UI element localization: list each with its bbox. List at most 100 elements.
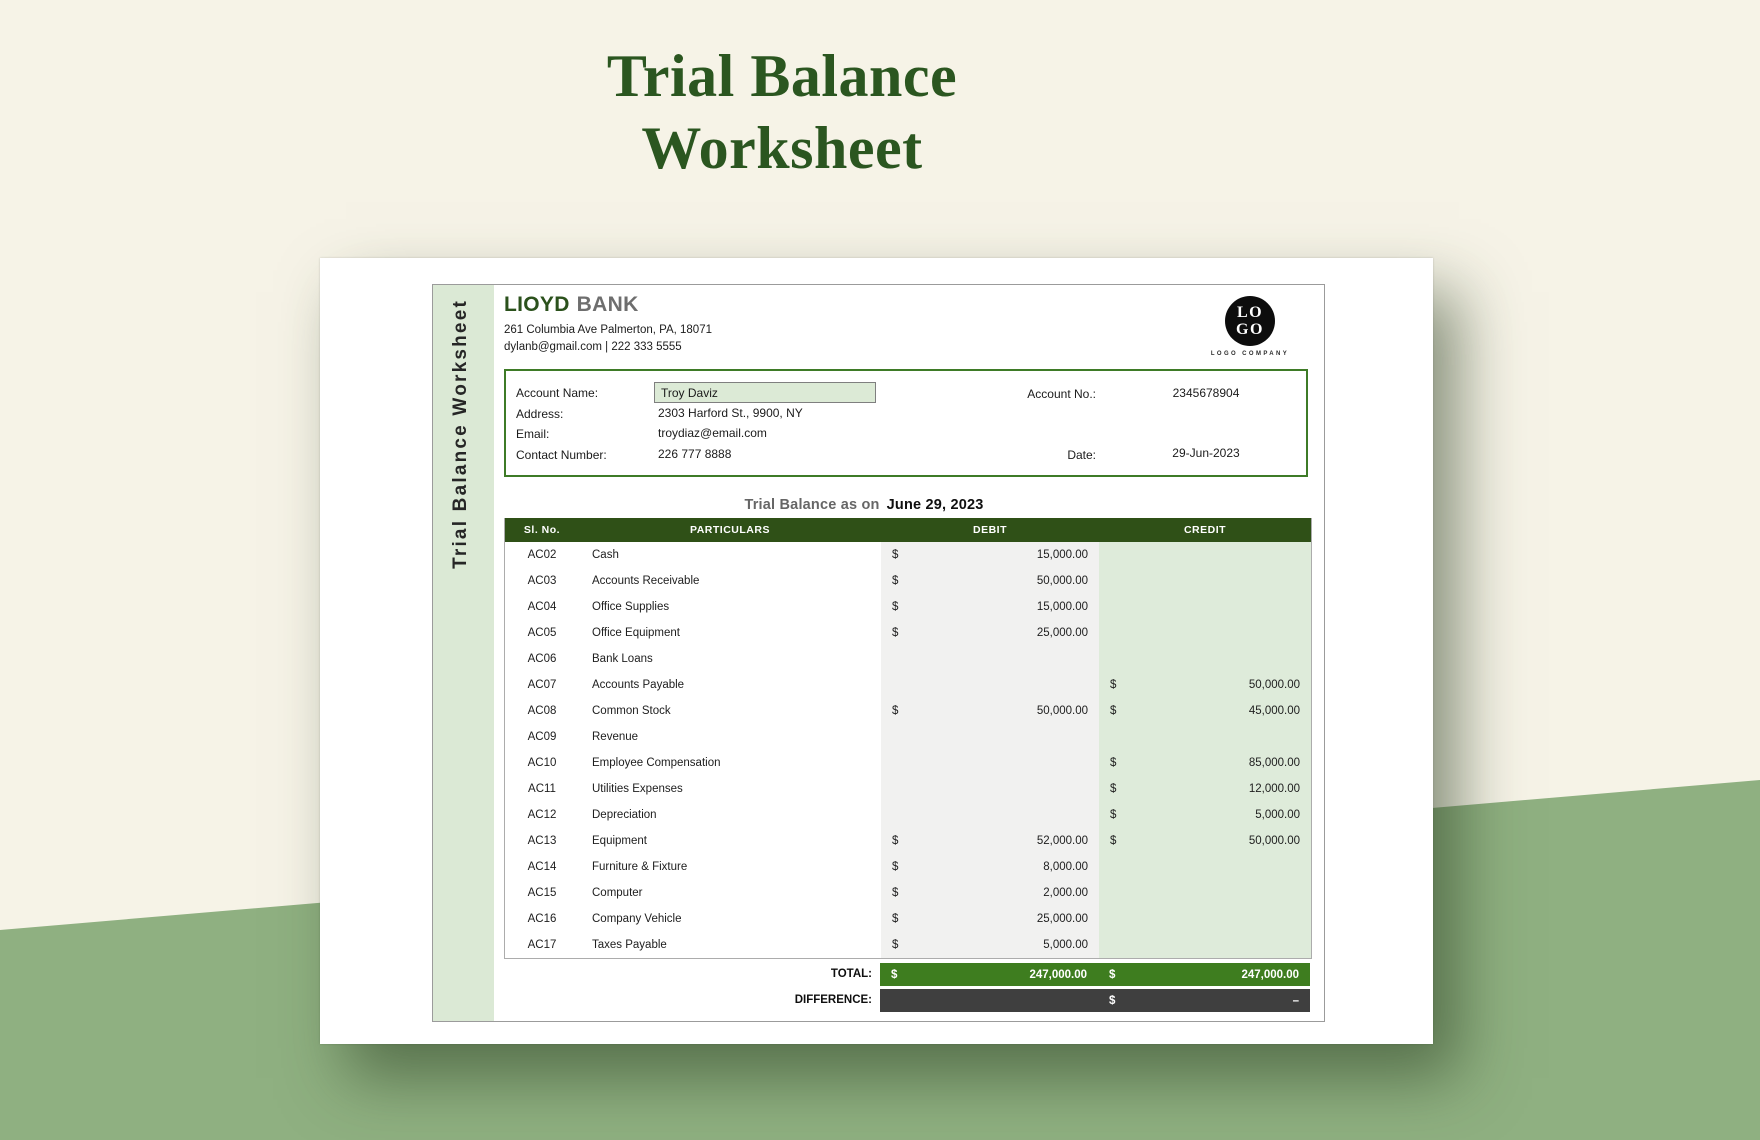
difference-label: DIFFERENCE: [794, 994, 872, 1006]
cell-debit: $15,000.00 [881, 542, 1099, 568]
cell-sl-no: AC12 [527, 809, 557, 821]
cell-credit [1099, 854, 1311, 880]
statement-date: June 29, 2023 [886, 497, 984, 513]
header-particulars: PARTICULARS [579, 518, 881, 542]
contact-number-value: 226 777 8888 [658, 447, 732, 461]
cell-credit: $50,000.00 [1099, 672, 1311, 698]
amount-value: 50,000.00 [1036, 705, 1088, 717]
logo-caption: LOGO COMPANY [1210, 351, 1290, 357]
table-row: AC04 Office Supplies $15,000.00 [505, 594, 1311, 620]
account-info-box: Account Name: Troy Daviz Address: 2303 H… [504, 369, 1308, 477]
currency-symbol: $ [1110, 679, 1117, 691]
table-row: AC16 Company Vehicle $25,000.00 [505, 906, 1311, 932]
table-row: AC14 Furniture & Fixture $8,000.00 [505, 854, 1311, 880]
sidebar-strip: Trial Balance Worksheet [433, 285, 494, 1021]
cell-particulars: Employee Compensation [592, 757, 721, 769]
cell-credit [1099, 724, 1311, 750]
currency-symbol: $ [892, 601, 899, 613]
total-credit-value: 247,000.00 [1241, 968, 1299, 981]
cell-sl-no: AC04 [527, 601, 557, 613]
currency-symbol: $ [1110, 757, 1117, 769]
date-value: 29-Jun-2023 [1172, 446, 1240, 460]
amount-value: 25,000.00 [1036, 913, 1088, 925]
logo-line2: GO [1236, 321, 1264, 338]
cell-debit: $2,000.00 [881, 880, 1099, 906]
table-body: AC02 Cash $15,000.00 AC03 Accounts Receivabl… [505, 542, 1311, 958]
account-name-label: Account Name: [516, 386, 599, 400]
cell-particulars: Equipment [592, 835, 647, 847]
account-name-input[interactable]: Troy Daviz [654, 382, 876, 403]
difference-credit-value: – [1292, 994, 1299, 1007]
logo-circle-icon: LO GO [1225, 296, 1275, 346]
paper-page: Trial Balance Worksheet LIOYD BANK 261 Co… [320, 258, 1433, 1044]
worksheet-card: Trial Balance Worksheet LIOYD BANK 261 Co… [432, 284, 1325, 1022]
cell-particulars: Cash [592, 549, 619, 561]
cell-particulars: Company Vehicle [592, 913, 682, 925]
currency-symbol: $ [1109, 968, 1116, 981]
cell-particulars: Depreciation [592, 809, 657, 821]
cell-debit [881, 724, 1099, 750]
trial-balance-table: Sl. No. PARTICULARS DEBIT CREDIT AC02 Cas… [504, 518, 1312, 959]
cell-credit: $5,000.00 [1099, 802, 1311, 828]
amount-value: 5,000.00 [1255, 809, 1300, 821]
cell-credit [1099, 932, 1311, 958]
amount-value: 50,000.00 [1036, 575, 1088, 587]
cell-particulars: Computer [592, 887, 643, 899]
cell-credit: $50,000.00 [1099, 828, 1311, 854]
bank-name: LIOYD BANK [504, 293, 639, 317]
cell-credit [1099, 594, 1311, 620]
table-row: AC09 Revenue [505, 724, 1311, 750]
cell-debit [881, 802, 1099, 828]
amount-value: 15,000.00 [1036, 601, 1088, 613]
cell-particulars: Revenue [592, 731, 639, 743]
difference-credit-cell: $ – [1098, 989, 1310, 1012]
cell-debit: $25,000.00 [881, 620, 1099, 646]
cell-credit [1099, 568, 1311, 594]
amount-value: 50,000.00 [1248, 835, 1300, 847]
page-title-line2: Worksheet [641, 115, 923, 181]
cell-particulars: Office Supplies [592, 601, 670, 613]
cell-particulars: Bank Loans [592, 653, 653, 665]
statement-prefix: Trial Balance as on [744, 497, 880, 513]
email-label: Email: [516, 427, 550, 441]
total-label: TOTAL: [830, 968, 872, 980]
bank-contact-line: dylanb@gmail.com | 222 333 5555 [504, 341, 682, 353]
cell-sl-no: AC11 [528, 783, 556, 795]
company-logo: LO GO LOGO COMPANY [1202, 296, 1298, 357]
currency-symbol: $ [1109, 994, 1116, 1007]
table-row: AC07 Accounts Payable $50,000.00 [505, 672, 1311, 698]
address-label: Address: [516, 407, 564, 421]
difference-debit-cell [880, 989, 1098, 1012]
cell-sl-no: AC17 [527, 939, 557, 951]
header-sl-no: Sl. No. [505, 518, 579, 542]
table-row: AC06 Bank Loans [505, 646, 1311, 672]
currency-symbol: $ [892, 549, 899, 561]
page-title-line1: Trial Balance [606, 43, 958, 109]
cell-sl-no: AC06 [527, 653, 557, 665]
amount-value: 12,000.00 [1248, 783, 1300, 795]
cell-credit: $12,000.00 [1099, 776, 1311, 802]
cell-particulars: Common Stock [592, 705, 671, 717]
cell-sl-no: AC08 [527, 705, 557, 717]
worksheet-content: LIOYD BANK 261 Columbia Ave Palmerton, PA… [494, 285, 1324, 1021]
cell-debit: $8,000.00 [881, 854, 1099, 880]
cell-debit: $25,000.00 [881, 906, 1099, 932]
logo-line1: LO [1236, 304, 1264, 321]
cell-particulars: Office Equipment [592, 627, 681, 639]
cell-sl-no: AC09 [527, 731, 557, 743]
cell-sl-no: AC02 [527, 549, 557, 561]
total-row: TOTAL: $247,000.00 $247,000.00 [504, 963, 1310, 986]
cell-debit [881, 646, 1099, 672]
currency-symbol: $ [892, 861, 899, 873]
account-no-value: 2345678904 [1172, 386, 1240, 400]
email-value: troydiaz@email.com [658, 426, 767, 440]
table-row: AC10 Employee Compensation $85,000.00 [505, 750, 1311, 776]
table-row: AC15 Computer $2,000.00 [505, 880, 1311, 906]
cell-particulars: Taxes Payable [592, 939, 667, 951]
cell-debit [881, 750, 1099, 776]
cell-sl-no: AC03 [527, 575, 557, 587]
cell-particulars: Utilities Expenses [592, 783, 683, 795]
cell-particulars: Accounts Payable [592, 679, 685, 691]
address-value: 2303 Harford St., 9900, NY [658, 406, 803, 420]
table-header-row: Sl. No. PARTICULARS DEBIT CREDIT [505, 518, 1311, 542]
